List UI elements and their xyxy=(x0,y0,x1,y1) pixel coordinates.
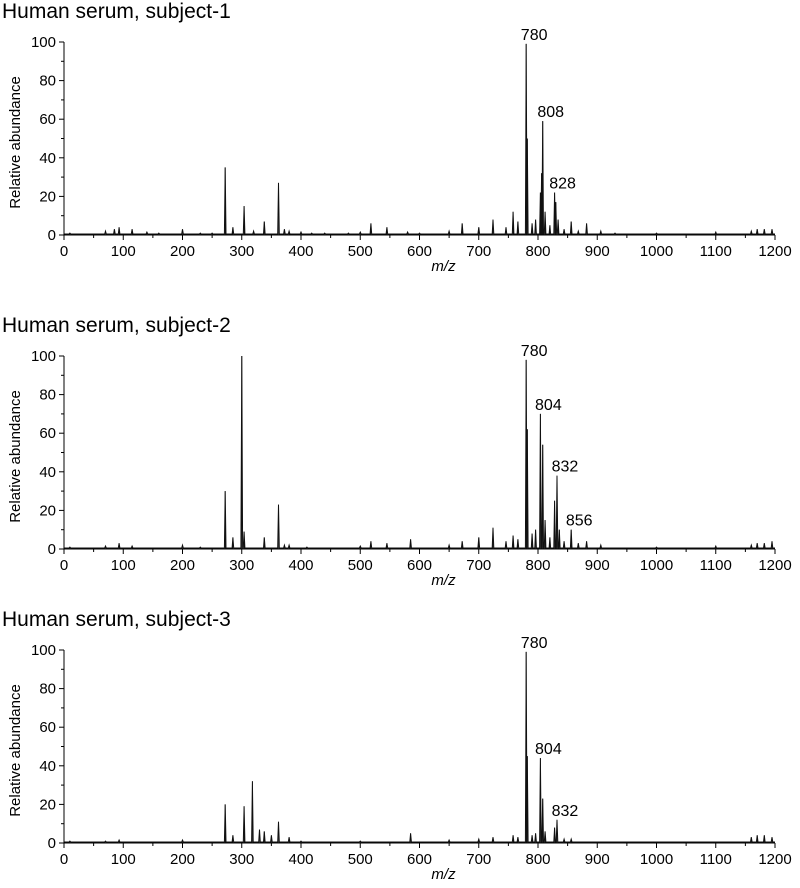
x-tick-label: 600 xyxy=(407,243,432,260)
y-tick-label: 40 xyxy=(39,758,56,775)
peak-label-832: 832 xyxy=(552,459,579,476)
x-tick-label: 0 xyxy=(60,557,68,574)
x-axis-title: m/z xyxy=(431,258,456,275)
x-tick-label: 100 xyxy=(111,557,136,574)
y-tick-label: 100 xyxy=(31,34,56,51)
panel-title: Human serum, subject-1 xyxy=(2,0,231,23)
y-tick-label: 80 xyxy=(39,73,56,90)
x-axis-title: m/z xyxy=(431,572,456,589)
x-tick-label: 1000 xyxy=(640,851,673,868)
spectrum-trace xyxy=(64,355,775,549)
x-tick-label: 400 xyxy=(288,851,313,868)
spectrum-panel-subject-1: Human serum, subject-1 0 20 40 60 80 100 0 100 2… xyxy=(0,0,800,290)
x-tick-label: 800 xyxy=(525,557,550,574)
x-tick-label: 500 xyxy=(348,243,373,260)
x-tick-label: 100 xyxy=(111,243,136,260)
x-tick-label: 200 xyxy=(170,557,195,574)
spectrum-trace xyxy=(64,651,775,843)
y-tick-label: 0 xyxy=(48,835,56,852)
x-tick-label: 300 xyxy=(229,851,254,868)
y-tick-label: 0 xyxy=(48,541,56,558)
x-tick-label: 800 xyxy=(525,243,550,260)
x-tick-label: 1100 xyxy=(700,851,732,868)
x-tick-label: 600 xyxy=(407,851,432,868)
y-tick-label: 20 xyxy=(39,188,56,205)
y-tick-label: 100 xyxy=(31,642,56,659)
y-tick-label: 40 xyxy=(39,464,56,481)
y-tick-label: 0 xyxy=(48,227,56,244)
peak-label-832: 832 xyxy=(552,803,579,820)
x-tick-label: 400 xyxy=(288,243,313,260)
y-axis-title: Relative abundance xyxy=(7,684,24,817)
x-tick-label: 1100 xyxy=(700,557,732,574)
y-tick-label: 60 xyxy=(39,111,56,128)
y-axis-title: Relative abundance xyxy=(7,76,24,209)
x-tick-label: 800 xyxy=(525,851,550,868)
y-axis-title: Relative abundance xyxy=(7,390,24,523)
x-tick-label: 1200 xyxy=(758,243,791,260)
x-tick-label: 1100 xyxy=(700,243,732,260)
y-tick-label: 20 xyxy=(39,796,56,813)
peak-label-804: 804 xyxy=(535,397,562,414)
peak-label-828: 828 xyxy=(549,176,576,193)
x-tick-label: 200 xyxy=(170,851,195,868)
x-tick-label: 0 xyxy=(60,851,68,868)
x-tick-label: 700 xyxy=(466,851,491,868)
x-tick-label: 600 xyxy=(407,557,432,574)
x-tick-label: 1000 xyxy=(640,243,673,260)
panel-title: Human serum, subject-3 xyxy=(2,608,231,631)
peak-label-780: 780 xyxy=(521,27,548,44)
peak-label-780: 780 xyxy=(521,635,548,652)
x-tick-label: 200 xyxy=(170,243,195,260)
x-tick-label: 400 xyxy=(288,557,313,574)
y-tick-label: 100 xyxy=(31,348,56,365)
peak-label-808: 808 xyxy=(537,104,564,121)
y-tick-label: 60 xyxy=(39,719,56,736)
x-tick-label: 700 xyxy=(466,557,491,574)
x-tick-label: 900 xyxy=(585,557,610,574)
x-tick-label: 300 xyxy=(229,557,254,574)
peak-label-804: 804 xyxy=(535,741,562,758)
x-tick-label: 1200 xyxy=(758,557,791,574)
spectrum-panel-subject-3: Human serum, subject-3 0 20 40 60 80 100 0 100 2… xyxy=(0,608,800,888)
x-tick-label: 0 xyxy=(60,243,68,260)
y-tick-label: 80 xyxy=(39,681,56,698)
x-tick-label: 500 xyxy=(348,851,373,868)
x-tick-label: 1000 xyxy=(640,557,673,574)
panel-title: Human serum, subject-2 xyxy=(2,314,231,337)
y-tick-label: 20 xyxy=(39,502,56,519)
spectrum-panel-subject-2: Human serum, subject-2 0 20 40 60 80 100 0 100 2… xyxy=(0,314,800,604)
x-tick-label: 1200 xyxy=(758,851,791,868)
x-tick-label: 500 xyxy=(348,557,373,574)
y-tick-label: 40 xyxy=(39,150,56,167)
y-tick-label: 60 xyxy=(39,425,56,442)
x-tick-label: 900 xyxy=(585,851,610,868)
x-axis-title: m/z xyxy=(431,866,456,883)
x-tick-label: 700 xyxy=(466,243,491,260)
spectrum-trace xyxy=(64,43,775,235)
x-tick-label: 900 xyxy=(585,243,610,260)
x-tick-label: 300 xyxy=(229,243,254,260)
peak-label-856: 856 xyxy=(566,513,593,530)
x-tick-label: 100 xyxy=(111,851,136,868)
peak-label-780: 780 xyxy=(521,343,548,360)
y-tick-label: 80 xyxy=(39,387,56,404)
